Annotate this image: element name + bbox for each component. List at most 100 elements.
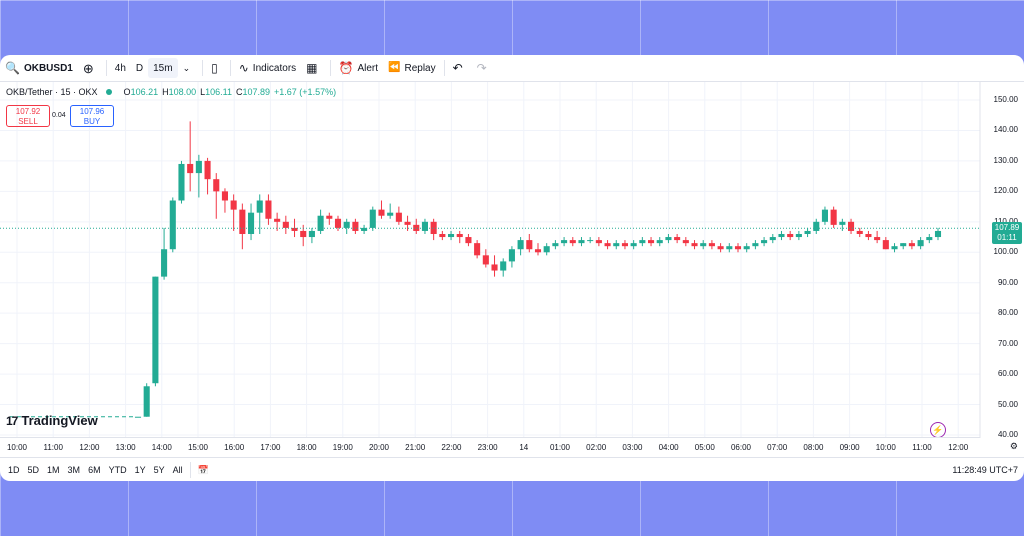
range-1d[interactable]: 1D xyxy=(8,465,20,475)
candle[interactable] xyxy=(769,234,776,244)
candle[interactable] xyxy=(630,240,637,250)
candle[interactable] xyxy=(482,249,489,268)
candle[interactable] xyxy=(308,227,315,244)
interval-d[interactable]: D xyxy=(135,62,144,74)
candle[interactable] xyxy=(795,230,802,241)
candle[interactable] xyxy=(648,237,655,247)
candle[interactable] xyxy=(604,240,611,250)
alert-button[interactable]: ⏰ Alert xyxy=(334,55,384,81)
candle[interactable] xyxy=(578,237,585,247)
candle[interactable] xyxy=(143,383,150,417)
range-5d[interactable]: 5D xyxy=(27,465,40,475)
candle[interactable] xyxy=(343,218,350,234)
candle[interactable] xyxy=(369,206,376,231)
sell-button[interactable]: 107.92 SELL xyxy=(6,105,50,127)
range-3m[interactable]: 3M xyxy=(67,465,81,475)
candle[interactable] xyxy=(378,200,385,219)
chart-type-button[interactable]: ▯ xyxy=(206,55,227,81)
date-range-calendar-icon[interactable]: 📅 xyxy=(197,464,209,475)
candle[interactable] xyxy=(282,215,289,234)
candle[interactable] xyxy=(239,203,246,250)
redo-button[interactable]: ↷ xyxy=(472,55,496,81)
candle[interactable] xyxy=(404,215,411,231)
candle[interactable] xyxy=(934,227,942,241)
candle[interactable] xyxy=(213,173,220,219)
candle[interactable] xyxy=(204,157,211,195)
candle[interactable] xyxy=(134,416,142,418)
candle[interactable] xyxy=(752,240,759,250)
candle[interactable] xyxy=(900,243,907,250)
candle[interactable] xyxy=(700,240,707,250)
candle[interactable] xyxy=(543,243,550,256)
candle[interactable] xyxy=(787,230,794,241)
candle[interactable] xyxy=(317,209,324,234)
candle[interactable] xyxy=(430,218,437,241)
candle[interactable] xyxy=(256,194,263,234)
candle[interactable] xyxy=(500,258,507,277)
undo-button[interactable]: ↶ xyxy=(448,55,472,81)
candle[interactable] xyxy=(387,203,394,219)
candle[interactable] xyxy=(917,237,924,250)
candle[interactable] xyxy=(221,188,228,213)
candle[interactable] xyxy=(882,237,889,250)
candle[interactable] xyxy=(691,240,698,250)
candle[interactable] xyxy=(743,243,750,253)
candle[interactable] xyxy=(465,234,472,247)
candle[interactable] xyxy=(708,240,715,250)
candle[interactable] xyxy=(326,212,333,225)
time-axis[interactable]: 10:00 11:00 12:00 13:00 14:00 15:00 16:00 17:00… xyxy=(0,437,980,456)
range-all[interactable]: All xyxy=(172,465,183,475)
candle[interactable] xyxy=(587,237,594,244)
buy-button[interactable]: 107.96 BUY xyxy=(70,105,114,127)
interval-dropdown[interactable]: ⌄ xyxy=(178,55,200,81)
replay-button[interactable]: ⏪ Replay xyxy=(383,55,441,81)
candle[interactable] xyxy=(195,154,202,198)
candle[interactable] xyxy=(830,206,837,228)
indicators-button[interactable]: ∿ Indicators xyxy=(234,55,301,81)
range-ytd[interactable]: YTD xyxy=(108,465,127,475)
candle[interactable] xyxy=(187,121,194,192)
candle[interactable] xyxy=(848,218,855,234)
settings-gear-icon[interactable]: ⚙ xyxy=(1009,441,1018,451)
candle[interactable] xyxy=(682,237,689,247)
lightning-icon[interactable]: ⚡ xyxy=(930,422,946,438)
candle[interactable] xyxy=(804,227,811,238)
candle[interactable] xyxy=(561,237,568,247)
candle[interactable] xyxy=(674,234,681,244)
candle[interactable] xyxy=(926,234,933,244)
candle[interactable] xyxy=(761,237,768,247)
candle[interactable] xyxy=(178,160,185,204)
candle[interactable] xyxy=(352,218,359,234)
candle[interactable] xyxy=(656,237,663,247)
candle[interactable] xyxy=(552,240,559,250)
candle[interactable] xyxy=(665,234,672,244)
range-1y[interactable]: 1Y xyxy=(134,465,146,475)
candle[interactable] xyxy=(152,276,159,387)
range-1m[interactable]: 1M xyxy=(47,465,60,475)
candle[interactable] xyxy=(874,230,881,244)
candle[interactable] xyxy=(265,194,272,225)
candle[interactable] xyxy=(639,237,646,247)
candle[interactable] xyxy=(448,230,455,241)
candle[interactable] xyxy=(891,243,898,253)
candle[interactable] xyxy=(361,224,368,234)
candle[interactable] xyxy=(421,218,428,234)
tradingview-logo[interactable]: 17 TradingView xyxy=(6,413,98,428)
candle[interactable] xyxy=(474,240,481,259)
candle[interactable] xyxy=(717,243,724,253)
candlestick-chart[interactable] xyxy=(0,82,1024,438)
candle[interactable] xyxy=(230,194,237,231)
candle[interactable] xyxy=(839,218,846,231)
candle[interactable] xyxy=(439,230,446,241)
candle[interactable] xyxy=(334,215,342,231)
candle[interactable] xyxy=(517,237,524,256)
range-6m[interactable]: 6M xyxy=(88,465,101,475)
candle[interactable] xyxy=(621,240,628,250)
candle[interactable] xyxy=(734,243,742,253)
candle[interactable] xyxy=(613,240,620,250)
candle[interactable] xyxy=(821,206,828,225)
interval-4h[interactable]: 4h xyxy=(114,62,126,74)
candle[interactable] xyxy=(491,255,498,277)
candle[interactable] xyxy=(161,227,168,280)
candle[interactable] xyxy=(908,240,915,250)
